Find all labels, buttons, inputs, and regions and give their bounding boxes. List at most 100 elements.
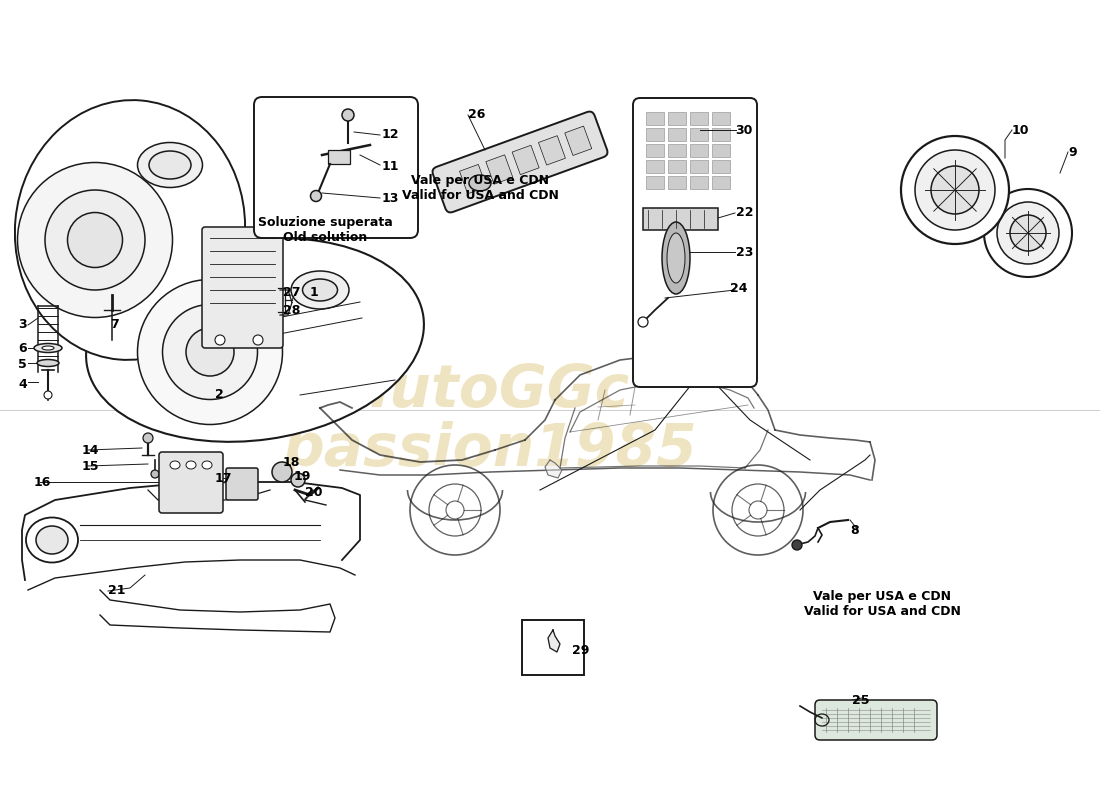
Bar — [712, 128, 730, 141]
Text: 17: 17 — [214, 471, 232, 485]
Bar — [564, 126, 592, 155]
Bar — [328, 150, 350, 164]
Text: 8: 8 — [850, 523, 859, 537]
Bar — [646, 160, 664, 173]
Bar — [460, 165, 486, 194]
Text: Soluzione superata
Old solution: Soluzione superata Old solution — [257, 216, 393, 244]
Ellipse shape — [1010, 215, 1046, 251]
Bar — [668, 160, 686, 173]
Ellipse shape — [148, 151, 191, 179]
Text: 7: 7 — [110, 318, 119, 331]
Ellipse shape — [310, 190, 321, 202]
FancyBboxPatch shape — [632, 98, 757, 387]
Text: 30: 30 — [735, 123, 752, 137]
Text: 27: 27 — [283, 286, 300, 298]
Ellipse shape — [151, 470, 160, 478]
Bar — [690, 112, 708, 125]
FancyBboxPatch shape — [254, 97, 418, 238]
Text: 24: 24 — [730, 282, 748, 294]
Ellipse shape — [214, 335, 225, 345]
Text: 16: 16 — [34, 475, 52, 489]
Bar — [712, 112, 730, 125]
Bar — [690, 160, 708, 173]
Ellipse shape — [138, 142, 202, 187]
Text: 25: 25 — [852, 694, 869, 706]
Bar — [690, 144, 708, 157]
FancyBboxPatch shape — [226, 468, 258, 500]
Ellipse shape — [163, 305, 257, 399]
Text: 29: 29 — [572, 643, 590, 657]
Ellipse shape — [186, 328, 234, 376]
Bar — [668, 176, 686, 189]
Ellipse shape — [170, 461, 180, 469]
Bar — [668, 144, 686, 157]
Text: passion1985: passion1985 — [283, 422, 697, 478]
Ellipse shape — [997, 202, 1059, 264]
Ellipse shape — [292, 473, 305, 487]
Ellipse shape — [67, 213, 122, 267]
Text: 2: 2 — [214, 389, 223, 402]
Text: 22: 22 — [736, 206, 754, 219]
Ellipse shape — [42, 346, 54, 350]
Bar — [522, 620, 584, 675]
Ellipse shape — [469, 175, 491, 191]
Ellipse shape — [792, 540, 802, 550]
Text: 21: 21 — [108, 585, 125, 598]
Text: 26: 26 — [468, 109, 485, 122]
Ellipse shape — [202, 461, 212, 469]
Text: 11: 11 — [382, 159, 399, 173]
Ellipse shape — [638, 317, 648, 327]
Ellipse shape — [901, 136, 1009, 244]
FancyBboxPatch shape — [160, 452, 223, 513]
Text: 28: 28 — [283, 303, 300, 317]
Bar — [644, 208, 718, 230]
Bar — [690, 176, 708, 189]
Text: autoGGc: autoGGc — [351, 362, 629, 418]
Bar — [646, 144, 664, 157]
Ellipse shape — [138, 279, 283, 425]
Ellipse shape — [272, 462, 292, 482]
Ellipse shape — [662, 222, 690, 294]
Bar — [646, 112, 664, 125]
Text: 10: 10 — [1012, 123, 1030, 137]
Text: 12: 12 — [382, 129, 399, 142]
Polygon shape — [544, 460, 562, 478]
Bar — [668, 128, 686, 141]
Text: 1: 1 — [310, 286, 319, 299]
Bar — [712, 176, 730, 189]
Ellipse shape — [984, 189, 1072, 277]
Ellipse shape — [86, 238, 424, 442]
Bar — [538, 136, 565, 165]
Ellipse shape — [915, 150, 996, 230]
Ellipse shape — [931, 166, 979, 214]
Bar — [513, 146, 539, 174]
Ellipse shape — [36, 526, 68, 554]
Text: Vale per USA e CDN
Valid for USA and CDN: Vale per USA e CDN Valid for USA and CDN — [804, 590, 960, 618]
Text: 18: 18 — [283, 455, 300, 469]
Text: 19: 19 — [294, 470, 311, 483]
Text: 6: 6 — [18, 342, 26, 354]
Bar — [712, 144, 730, 157]
Bar — [646, 128, 664, 141]
Text: 20: 20 — [305, 486, 322, 499]
Bar — [712, 160, 730, 173]
Text: 3: 3 — [18, 318, 26, 331]
Ellipse shape — [45, 190, 145, 290]
Text: 5: 5 — [18, 358, 26, 371]
Ellipse shape — [253, 335, 263, 345]
Ellipse shape — [37, 359, 59, 366]
Text: 23: 23 — [736, 246, 754, 258]
Ellipse shape — [302, 279, 338, 301]
Text: 15: 15 — [82, 459, 99, 473]
Text: 4: 4 — [18, 378, 26, 391]
Bar — [646, 176, 664, 189]
Text: 14: 14 — [82, 443, 99, 457]
Ellipse shape — [34, 343, 62, 353]
FancyBboxPatch shape — [432, 111, 607, 213]
Ellipse shape — [292, 271, 349, 309]
Ellipse shape — [667, 233, 685, 283]
FancyBboxPatch shape — [815, 700, 937, 740]
Text: 9: 9 — [1068, 146, 1077, 158]
Ellipse shape — [186, 461, 196, 469]
FancyBboxPatch shape — [202, 227, 283, 348]
